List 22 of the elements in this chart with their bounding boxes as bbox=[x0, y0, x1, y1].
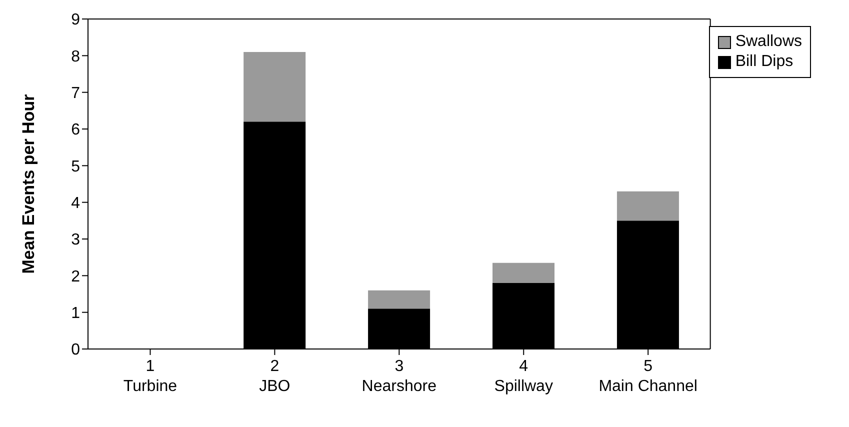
y-tick-label: 9 bbox=[71, 12, 80, 29]
x-tick-label: 5 Main Channel bbox=[598, 358, 698, 395]
legend-label: Swallows bbox=[735, 33, 802, 51]
y-tick-label: 1 bbox=[71, 305, 80, 322]
y-tick-label: 0 bbox=[71, 342, 80, 359]
y-tick-label: 8 bbox=[71, 48, 80, 66]
bar bbox=[368, 290, 430, 309]
bar bbox=[616, 191, 679, 221]
x-tick-label: 3 Nearshore bbox=[362, 358, 437, 395]
bar bbox=[244, 52, 306, 122]
y-tick-label: 2 bbox=[71, 268, 80, 286]
y-tick-label: 4 bbox=[71, 195, 80, 212]
bar bbox=[492, 262, 555, 283]
y-tick-label: 6 bbox=[71, 122, 80, 139]
legend-label: Bill Dips bbox=[735, 53, 794, 71]
y-axis-title: Mean Events per Hour bbox=[19, 94, 38, 274]
y-tick-label: 3 bbox=[71, 232, 80, 249]
x-tick-label: 1 Turbine bbox=[123, 358, 178, 395]
y-tick-label: 5 bbox=[71, 158, 80, 176]
x-tick-label: 4 Spillway bbox=[494, 358, 553, 395]
x-tick-label: 2 JBO bbox=[259, 358, 290, 395]
y-tick-label: 7 bbox=[71, 85, 80, 102]
